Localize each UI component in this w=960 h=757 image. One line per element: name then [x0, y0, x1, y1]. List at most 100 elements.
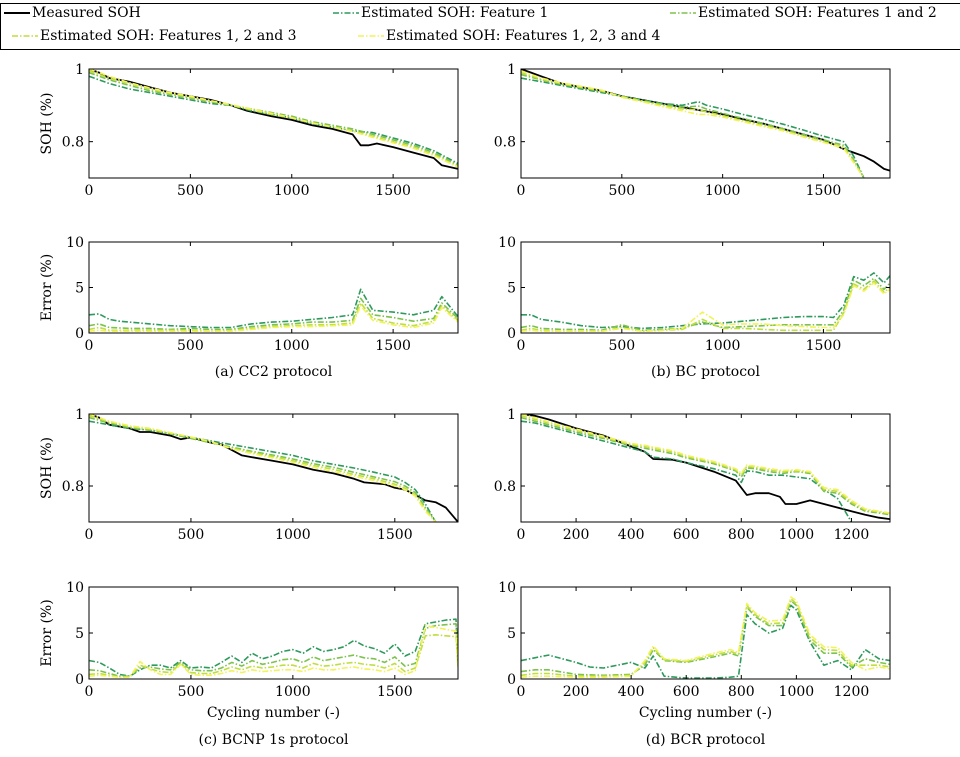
x-tick-label: 500	[608, 338, 635, 354]
x-tick-label: 0	[517, 684, 526, 700]
x-tick-label: 1500	[377, 527, 413, 543]
series-line-3	[521, 598, 890, 678]
y-tick-label: 1	[507, 62, 516, 78]
y-axis-label: SOH (%)	[39, 437, 55, 499]
axes-frame	[520, 586, 891, 680]
series-line-1	[89, 414, 458, 522]
axes-frame	[520, 68, 891, 179]
x-tick-label: 1000	[779, 527, 815, 543]
legend-label-1: Measured SOH	[32, 5, 141, 21]
axes-frame	[520, 241, 891, 334]
x-tick-label: 500	[177, 183, 204, 199]
x-tick-label: 1500	[806, 338, 842, 354]
x-tick-label: 0	[517, 338, 526, 354]
series-line-4	[89, 70, 458, 168]
legend-label-4: Estimated SOH: Features 1, 2 and 3	[40, 28, 297, 44]
axes-frame	[88, 413, 459, 523]
panel-caption-a: (a) CC2 protocol	[215, 364, 333, 380]
y-tick-label: 0.8	[494, 479, 516, 495]
y-axis-label: Error (%)	[39, 254, 55, 321]
y-tick-label: 10	[66, 580, 84, 596]
x-tick-label: 1500	[806, 183, 842, 199]
chart-b-error: 0 500 1000 1500 0 5 10 (b) BC protocol	[498, 235, 891, 380]
y-tick-label: 1	[507, 407, 516, 423]
x-tick-label: 500	[177, 338, 204, 354]
y-tick-label: 1	[75, 62, 84, 78]
series-line-2	[521, 77, 865, 178]
series-line-3	[521, 416, 890, 516]
x-tick-label: 200	[563, 527, 590, 543]
x-tick-label: 1500	[375, 183, 411, 199]
panel-caption-c: (c) BCNP 1s protocol	[198, 732, 349, 748]
y-axis-label: SOH (%)	[39, 93, 55, 155]
x-tick-label: 1500	[377, 684, 413, 700]
x-tick-label: 500	[608, 183, 635, 199]
series-line-3	[521, 73, 865, 178]
y-tick-label: 10	[498, 580, 516, 596]
y-tick-label: 5	[507, 281, 516, 297]
x-tick-label: 1000	[275, 684, 311, 700]
y-tick-label: 10	[498, 235, 516, 251]
x-axis-label: Cycling number (-)	[207, 705, 340, 721]
axes-frame	[88, 68, 459, 179]
legend: Measured SOH Estimated SOH: Feature 1 Esti…	[0, 3, 960, 50]
series-line-2	[89, 420, 437, 522]
series-line-2	[521, 277, 890, 332]
y-tick-label: 0	[507, 326, 516, 342]
x-tick-label: 1000	[274, 183, 310, 199]
legend-box	[0, 3, 960, 50]
x-tick-label: 400	[618, 527, 645, 543]
x-tick-label: 1200	[834, 527, 870, 543]
series-line-2	[521, 420, 853, 522]
series-line-3	[521, 280, 890, 333]
y-tick-label: 10	[66, 235, 84, 251]
x-tick-label: 0	[85, 527, 94, 543]
y-tick-label: 5	[507, 626, 516, 642]
chart-a-error: 0 500 1000 1500 0 5 10 Error (%) (a) CC2 protoco…	[39, 235, 459, 380]
x-tick-label: 1000	[274, 338, 310, 354]
series-line-5	[89, 69, 458, 168]
series-line-4	[89, 624, 458, 679]
x-tick-label: 1000	[275, 527, 311, 543]
series-line-4	[521, 282, 890, 333]
legend-label-2: Estimated SOH: Feature 1	[361, 5, 548, 21]
series-line-2	[89, 297, 458, 331]
y-tick-label: 0.8	[494, 135, 516, 151]
x-tick-label: 1000	[779, 684, 815, 700]
series-line-1	[89, 69, 458, 170]
series-line-3	[89, 302, 458, 333]
chart-c-error: 0 500 1000 1500 0 5 10 Error (%) Cycling number …	[39, 580, 459, 748]
x-tick-label: 800	[728, 527, 755, 543]
series-line-1	[521, 414, 890, 520]
x-tick-label: 0	[85, 338, 94, 354]
y-tick-label: 0.8	[62, 135, 84, 151]
series-line-4	[521, 596, 890, 679]
x-tick-label: 0	[517, 183, 526, 199]
panel-caption-d: (d) BCR protocol	[646, 732, 766, 748]
series-line-1	[89, 618, 458, 678]
series-line-3	[89, 416, 437, 522]
x-tick-label: 600	[673, 527, 700, 543]
series-line-1	[521, 272, 890, 330]
series-line-1	[89, 288, 458, 329]
y-tick-label: 5	[75, 281, 84, 297]
y-tick-label: 0	[75, 326, 84, 342]
series-line-4	[521, 71, 865, 178]
x-tick-label: 600	[673, 684, 700, 700]
series-line-3	[89, 633, 458, 679]
series-line-5	[89, 414, 437, 522]
x-tick-label: 1000	[705, 338, 741, 354]
axes-frame	[520, 413, 891, 523]
y-tick-label: 1	[75, 407, 84, 423]
y-tick-label: 5	[75, 626, 84, 642]
series-line-5	[521, 70, 865, 178]
series-line-1	[521, 604, 890, 679]
x-tick-label: 800	[728, 684, 755, 700]
x-tick-label: 1000	[705, 183, 741, 199]
series-line-4	[521, 415, 890, 515]
panel-caption-b: (b) BC protocol	[651, 364, 760, 380]
y-tick-label: 0.8	[62, 479, 84, 495]
y-axis-label: Error (%)	[39, 599, 55, 666]
